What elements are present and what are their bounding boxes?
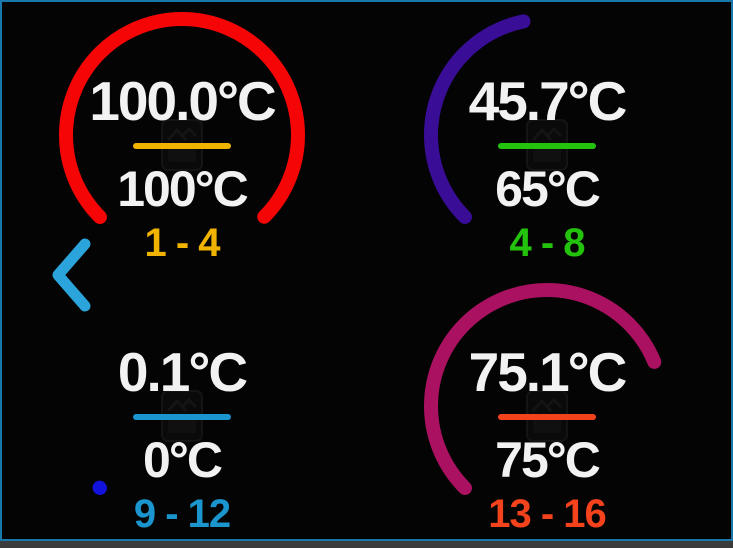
probe-range-label: 9 - 12: [133, 492, 231, 536]
gauge-probes-1-4[interactable]: 100.0°C 100°C 1 - 4: [57, 2, 307, 272]
gauge-probes-4-8[interactable]: 45.7°C 65°C 4 - 8: [422, 2, 672, 272]
gauge-divider: [498, 143, 596, 149]
gauge-divider: [133, 143, 231, 149]
back-chevron-icon[interactable]: [47, 236, 97, 314]
setpoint-temp: 0°C: [143, 432, 223, 488]
probe-range-label: 1 - 4: [144, 221, 220, 265]
gauge-divider: [133, 414, 231, 420]
gauge-arc: [58, 11, 305, 258]
gauge-arc: [58, 283, 305, 529]
gauge-probes-9-12[interactable]: 0.1°C 0°C 9 - 12: [57, 273, 307, 543]
probe-range-label: 4 - 8: [509, 221, 585, 265]
current-temp: 75.1°C: [468, 341, 628, 403]
setpoint-temp: 65°C: [495, 161, 601, 217]
gauge-arc: [424, 11, 670, 258]
setpoint-temp: 75°C: [495, 432, 601, 488]
probe-range-label: 13 - 16: [488, 492, 607, 536]
setpoint-temp: 100°C: [117, 161, 249, 217]
current-temp: 0.1°C: [117, 341, 248, 403]
current-temp: 45.7°C: [468, 70, 628, 132]
gauge-arc: [424, 283, 670, 529]
gauge-divider: [498, 414, 596, 420]
current-temp: 100.0°C: [89, 70, 276, 132]
gauge-probes-13-16[interactable]: 75.1°C 75°C 13 - 16: [422, 273, 672, 543]
